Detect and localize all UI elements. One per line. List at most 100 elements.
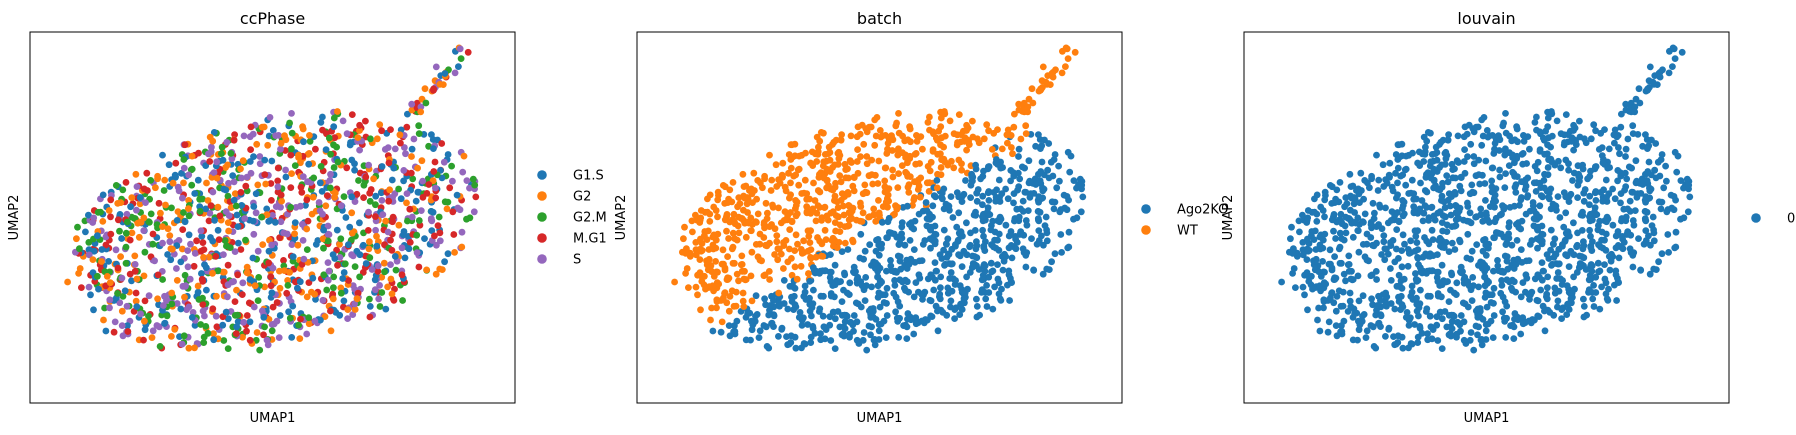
data-point xyxy=(309,274,317,282)
data-point xyxy=(810,286,817,294)
data-point xyxy=(427,208,435,215)
data-point xyxy=(202,264,210,271)
data-point xyxy=(179,194,186,202)
data-point xyxy=(1420,209,1428,217)
data-point xyxy=(1636,99,1644,107)
data-point xyxy=(355,177,362,184)
data-point xyxy=(1482,157,1490,165)
data-point xyxy=(169,179,177,187)
data-point xyxy=(841,271,849,279)
data-point xyxy=(954,139,961,146)
data-point xyxy=(431,232,438,240)
data-point xyxy=(1600,186,1607,194)
data-point xyxy=(894,184,902,192)
data-point xyxy=(701,272,708,280)
data-point xyxy=(348,193,356,201)
data-point xyxy=(1539,134,1547,142)
legend-label: G2 xyxy=(573,190,591,205)
data-point xyxy=(286,119,293,127)
data-point xyxy=(795,181,803,189)
data-point xyxy=(995,290,1003,298)
data-point xyxy=(1374,187,1382,194)
data-point xyxy=(1361,177,1369,184)
data-point xyxy=(191,249,199,257)
data-point xyxy=(247,123,255,131)
data-point xyxy=(1400,275,1408,283)
data-point xyxy=(267,273,275,281)
data-point xyxy=(1550,311,1558,319)
data-point xyxy=(1478,341,1486,349)
data-point xyxy=(1464,303,1472,311)
data-point xyxy=(1428,226,1436,234)
data-point xyxy=(317,163,325,170)
data-point xyxy=(853,336,861,344)
data-point xyxy=(721,290,728,297)
data-point xyxy=(1021,188,1029,196)
data-point xyxy=(1481,273,1489,281)
data-point xyxy=(173,265,180,272)
data-point xyxy=(973,295,980,303)
data-point xyxy=(1338,322,1345,330)
data-point xyxy=(1345,261,1353,268)
data-point xyxy=(1346,297,1354,305)
data-point xyxy=(1672,228,1680,236)
data-point xyxy=(356,146,363,154)
data-point xyxy=(913,137,921,145)
legend-label: WT xyxy=(1177,224,1198,239)
data-point xyxy=(305,160,313,168)
data-point xyxy=(1418,197,1426,204)
data-point xyxy=(303,246,311,254)
data-point xyxy=(767,302,774,309)
data-point xyxy=(133,275,141,283)
data-point xyxy=(1043,229,1051,237)
data-point xyxy=(1509,321,1516,329)
data-point xyxy=(893,119,900,127)
data-point xyxy=(1314,316,1321,324)
data-point xyxy=(287,184,295,192)
data-point xyxy=(102,327,110,335)
data-point xyxy=(212,253,220,260)
data-point xyxy=(791,263,799,271)
data-point xyxy=(804,247,812,255)
data-point xyxy=(1505,162,1513,170)
data-point xyxy=(934,327,942,335)
data-point xyxy=(273,317,281,325)
data-point xyxy=(998,253,1006,260)
data-point xyxy=(106,279,114,287)
data-point xyxy=(865,123,873,131)
data-point xyxy=(1039,270,1047,278)
data-point xyxy=(374,268,382,275)
data-point xyxy=(161,320,168,327)
data-point xyxy=(1553,117,1561,125)
data-point xyxy=(444,250,452,258)
data-point xyxy=(1004,195,1012,203)
data-point xyxy=(1592,163,1600,170)
data-point xyxy=(807,339,815,346)
data-point xyxy=(166,232,174,240)
data-point xyxy=(1645,232,1652,240)
data-point xyxy=(1404,262,1412,270)
data-point xyxy=(380,259,388,267)
data-point xyxy=(1686,193,1694,201)
data-point xyxy=(1520,132,1527,139)
data-point xyxy=(912,279,920,286)
data-point xyxy=(797,262,805,270)
data-point xyxy=(373,135,381,143)
data-point xyxy=(1574,181,1582,189)
data-point xyxy=(262,180,270,188)
data-point xyxy=(312,145,319,153)
data-point xyxy=(788,293,795,301)
data-point xyxy=(1545,134,1553,142)
data-point xyxy=(246,158,254,165)
data-point xyxy=(1346,289,1354,297)
data-point xyxy=(838,190,846,198)
data-point xyxy=(831,315,839,323)
data-point xyxy=(943,241,950,248)
data-point xyxy=(1482,327,1490,335)
data-point xyxy=(909,201,916,209)
data-point xyxy=(117,199,125,207)
data-point xyxy=(929,202,937,210)
data-point xyxy=(205,150,212,158)
data-point xyxy=(988,268,995,276)
data-point xyxy=(1354,272,1362,280)
